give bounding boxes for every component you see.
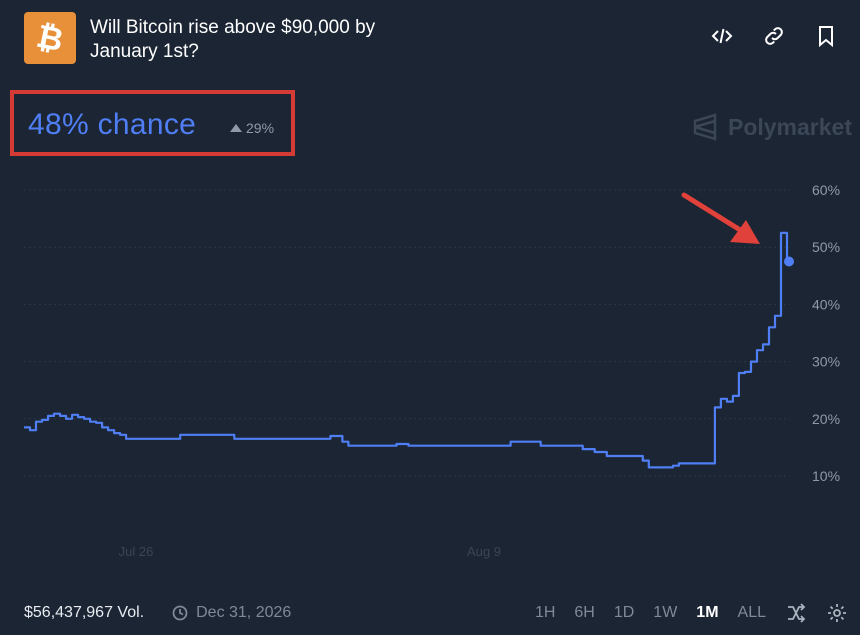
y-tick-label: 20% xyxy=(812,411,840,427)
watermark-text: Polymarket xyxy=(727,113,852,140)
range-selector: 1H 6H 1D 1W 1M ALL xyxy=(535,602,848,624)
range-6h[interactable]: 6H xyxy=(574,604,595,621)
delta-value: 29% xyxy=(246,120,275,136)
end-date: Dec 31, 2026 xyxy=(172,604,291,622)
market-footer: $56,437,967 Vol. Dec 31, 2026 1H 6H 1D 1… xyxy=(24,600,848,626)
current-value-dot xyxy=(784,256,794,267)
y-tick-label: 10% xyxy=(812,468,840,484)
x-tick-label: Jul 26 xyxy=(119,544,154,559)
polymarket-logo-icon xyxy=(693,113,717,141)
chart-grid xyxy=(24,189,790,477)
settings-gear-icon[interactable] xyxy=(826,602,848,624)
embed-icon[interactable] xyxy=(708,22,736,50)
arrow-shaft xyxy=(681,192,748,236)
range-all[interactable]: ALL xyxy=(737,604,766,621)
arrow-head xyxy=(730,220,760,244)
chance-highlight-box: 48% chance 29% xyxy=(10,90,295,156)
bookmark-icon[interactable] xyxy=(812,22,840,50)
link-icon[interactable] xyxy=(760,22,788,50)
range-1h[interactable]: 1H xyxy=(534,604,556,621)
x-tick-label: Aug 9 xyxy=(467,544,501,559)
chance-value: 48% chance xyxy=(28,108,197,141)
y-tick-label: 50% xyxy=(812,239,840,255)
market-header: ₿ Will Bitcoin rise above $90,000 by Jan… xyxy=(24,12,840,64)
up-triangle-icon xyxy=(230,124,242,132)
x-axis-ticks: Jul 26 Aug 9 xyxy=(119,544,501,559)
header-actions xyxy=(708,22,840,50)
annotation-arrow xyxy=(681,192,760,244)
y-axis-ticks: 60% 50% 40% 30% 20% 10% xyxy=(812,182,840,484)
bitcoin-logo: ₿ xyxy=(24,12,76,64)
y-tick-label: 40% xyxy=(812,296,840,312)
shuffle-icon[interactable] xyxy=(785,602,807,624)
y-tick-label: 60% xyxy=(812,182,840,198)
polymarket-watermark: Polymarket xyxy=(690,112,852,142)
end-date-text: Dec 31, 2026 xyxy=(196,604,292,621)
clock-icon xyxy=(172,605,188,621)
range-1d[interactable]: 1D xyxy=(613,604,635,621)
bitcoin-icon: ₿ xyxy=(33,16,67,60)
range-1m[interactable]: 1M xyxy=(696,604,719,621)
market-title: Will Bitcoin rise above $90,000 by Janua… xyxy=(90,17,376,62)
y-tick-label: 30% xyxy=(812,354,840,370)
chance-delta: 29% xyxy=(230,120,274,136)
volume-text: $56,437,967 Vol. xyxy=(24,604,145,621)
price-chart[interactable]: 60% 50% 40% 30% 20% 10% Jul 26 Aug 9 xyxy=(0,170,860,570)
series-line xyxy=(24,231,789,469)
range-1w[interactable]: 1W xyxy=(653,604,678,621)
